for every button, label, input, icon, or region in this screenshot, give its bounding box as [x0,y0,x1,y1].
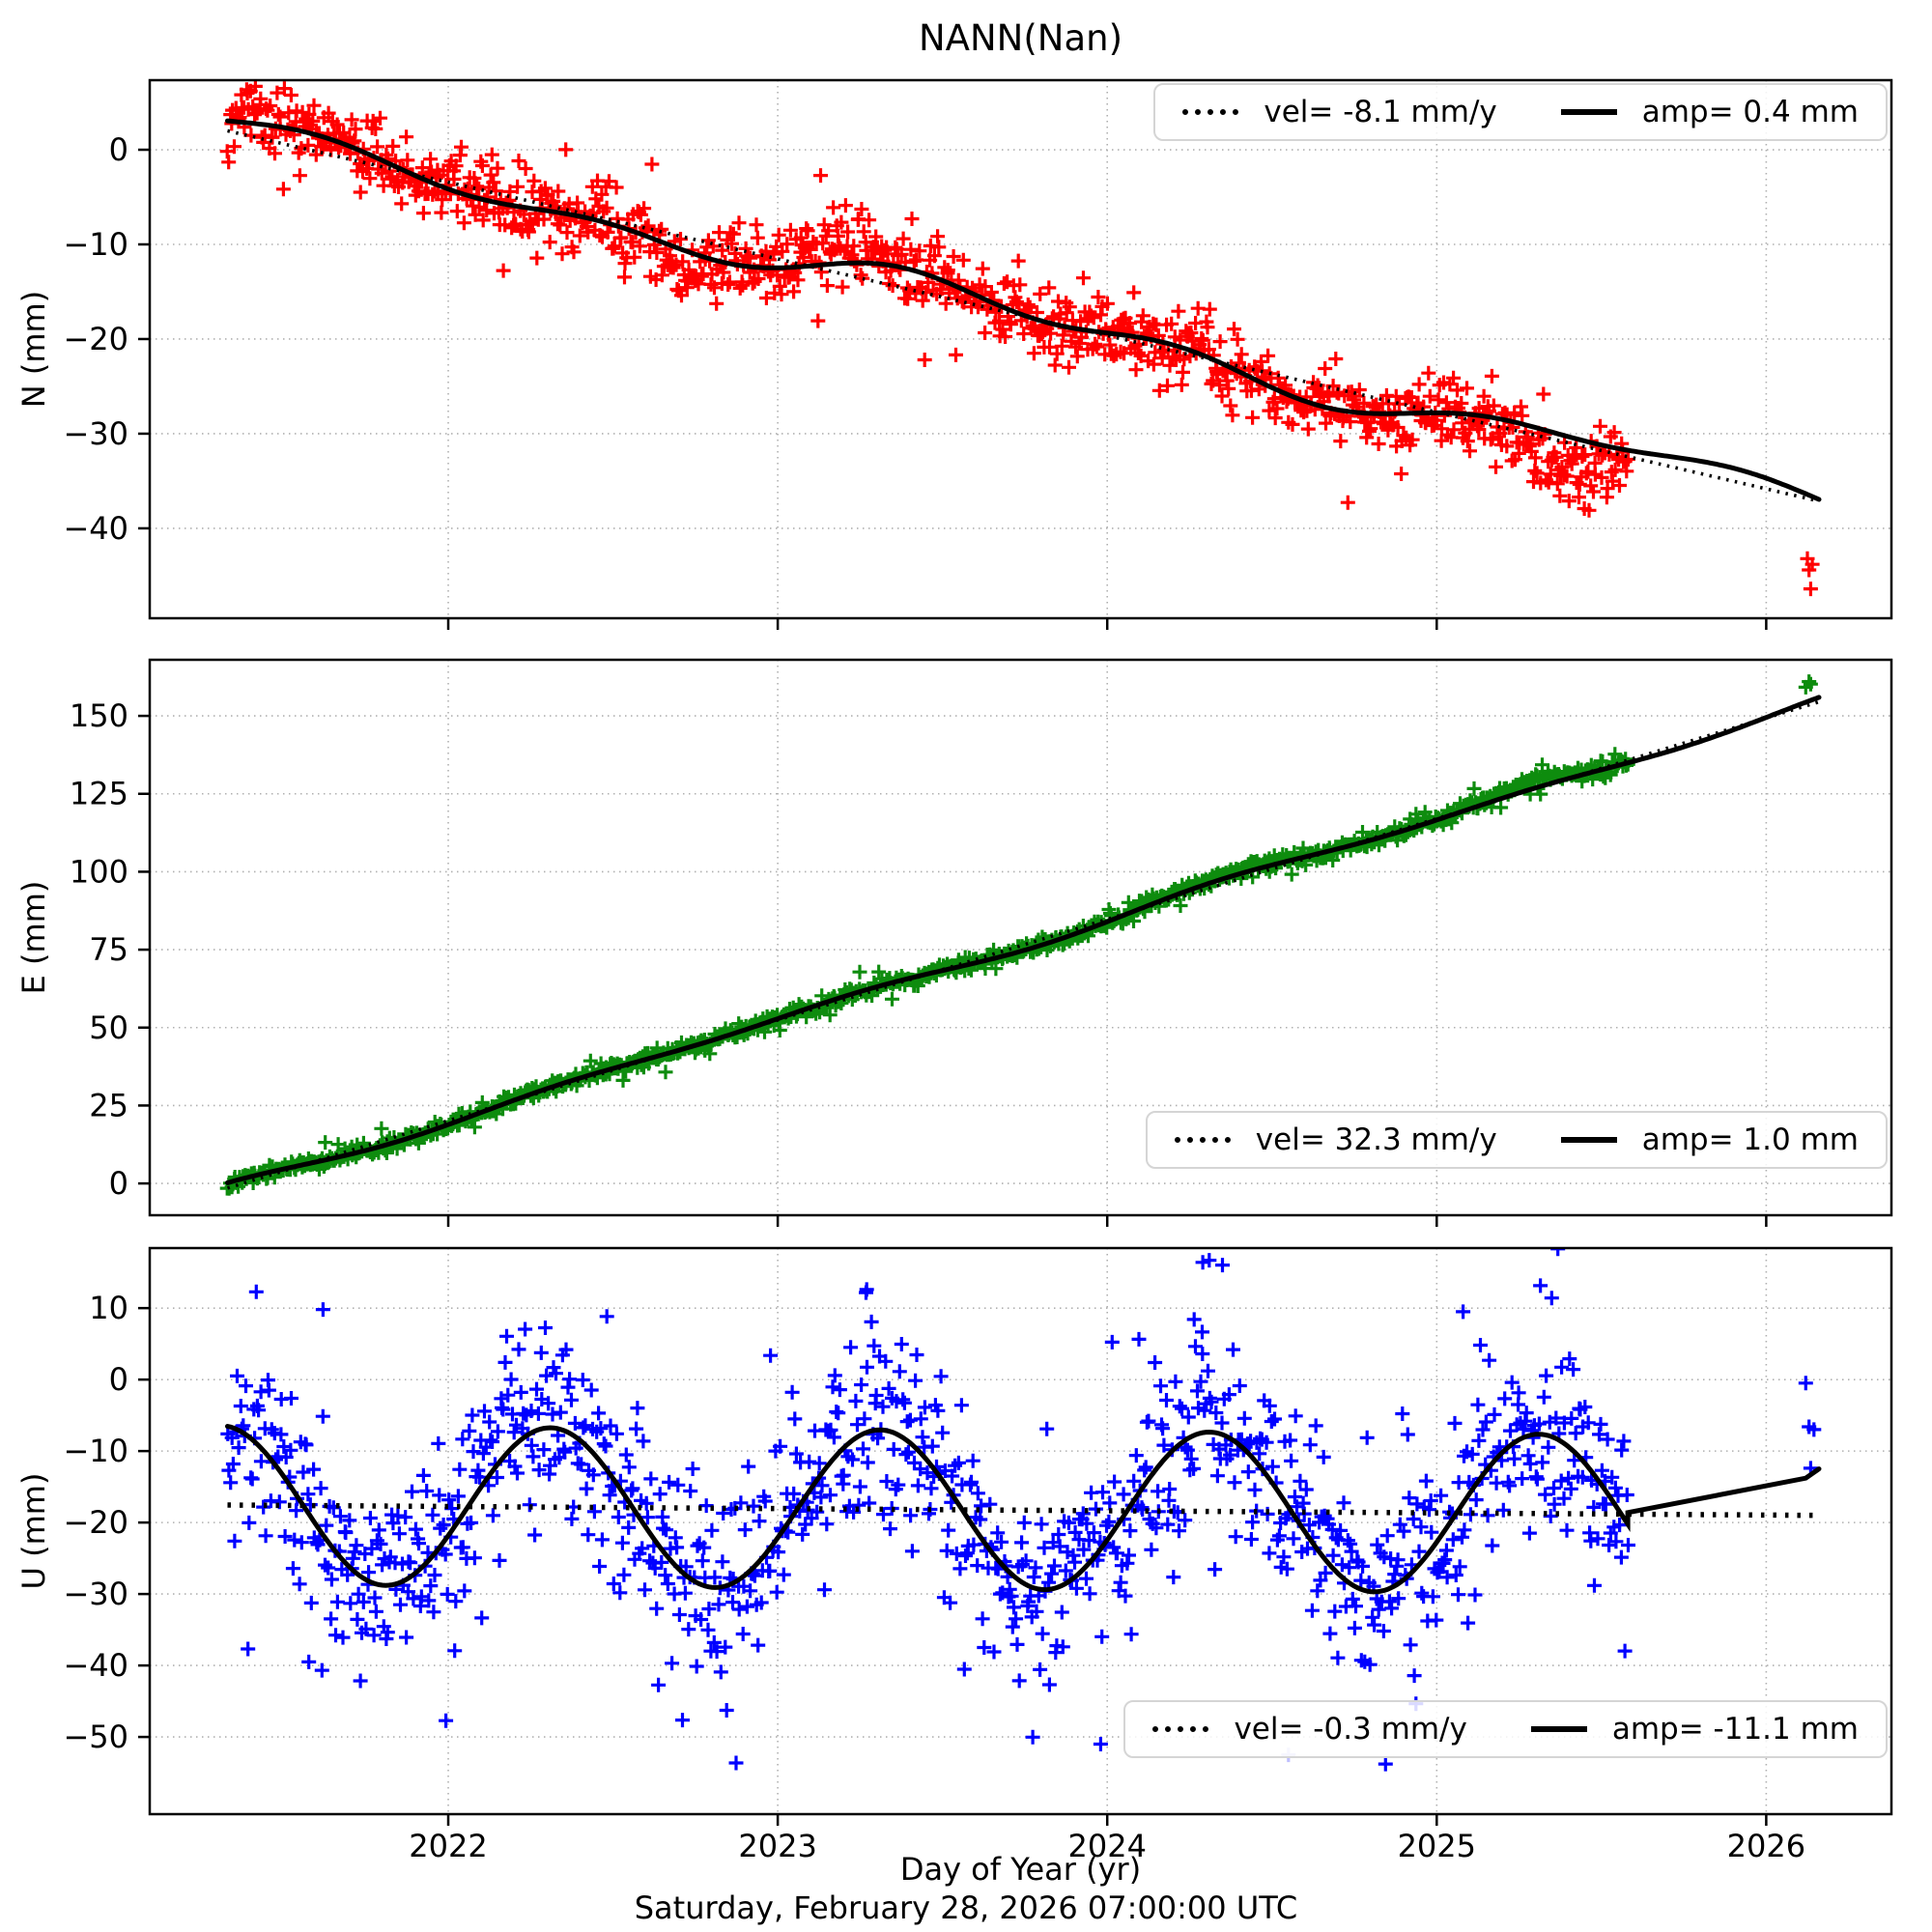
x-axis-label: Day of Year (yr) [899,1851,1142,1888]
plot-north: 0 −10 −20 −30 −40 N (mm) [15,78,1893,630]
y-tick-label: 0 [109,1165,128,1202]
x-tick-label: 2023 [738,1828,816,1864]
axes-border-up [148,1246,1893,1816]
fit-solid-line-east [225,695,1822,1185]
y-axis-label-east: E (mm) [15,881,52,995]
y-tick-label: −40 [63,1647,128,1684]
y-tick-label: −20 [63,1504,128,1541]
fit-solid-line-north [225,118,1822,502]
y-tick-label: 75 [89,931,128,968]
y-tick-label: 50 [89,1009,128,1046]
y-tick-label: 125 [70,776,128,812]
legend-label-velocity: vel= -0.3 mm/y [1234,1712,1467,1747]
dotted-line-sample-icon [1182,109,1239,115]
y-tick-label: 0 [109,1361,128,1398]
gridlines-north [150,80,1891,618]
tick-marks-up [138,1306,1768,1826]
x-tick-label: 2024 [1067,1828,1146,1864]
y-tick-label: 25 [89,1087,128,1123]
legend-label-amplitude: amp= -11.1 mm [1611,1712,1859,1747]
y-tick-label: −30 [63,415,128,452]
tick-marks-north [138,148,1768,630]
x-tick-labels: 2022 2023 2024 2025 2026 [409,1828,1805,1864]
solid-line-sample-icon [1560,109,1617,115]
y-tick-label: −10 [63,226,128,263]
legend-east: vel= 32.3 mm/y amp= 1.0 mm [1145,1111,1888,1169]
gridlines-up [150,1248,1891,1814]
legend-item-amplitude: amp= 1.0 mm [1560,1122,1859,1157]
legend-item-velocity: vel= 32.3 mm/y [1174,1122,1497,1157]
y-tick-label: −50 [63,1719,128,1755]
timestamp-caption: Saturday, February 28, 2026 07:00:00 UTC [634,1889,1298,1926]
scatter-points-up [220,1248,1822,1772]
y-tick-label: −40 [63,510,128,547]
y-axis-label-up: U (mm) [15,1473,52,1590]
axes-border-north [148,78,1893,620]
x-tick-label: 2025 [1398,1828,1476,1864]
y-tick-label: 10 [89,1290,128,1326]
tick-marks-east [138,714,1768,1227]
legend-label-velocity: vel= -8.1 mm/y [1264,95,1497,129]
y-tick-label: −20 [63,321,128,357]
plot-up: 10 0 −10 −20 −30 −40 −50 U (mm) [15,1246,1893,1826]
plot-east: 150 125 100 75 50 25 0 E (mm) [15,658,1893,1227]
y-tick-label: 0 [109,131,128,168]
y-axis-label-north: N (mm) [15,291,52,408]
y-tick-label: −10 [63,1433,128,1469]
page-title: NANN(Nan) [918,17,1122,59]
legend-label-amplitude: amp= 0.4 mm [1641,95,1859,129]
fit-solid-line-up [225,1424,1822,1595]
axes-border-east [148,658,1893,1217]
legend-item-velocity: vel= -8.1 mm/y [1182,95,1497,129]
y-tick-label: 150 [70,697,128,734]
scatter-points-north [219,80,1820,597]
legend-item-amplitude: amp= 0.4 mm [1560,95,1859,129]
dotted-line-sample-icon [1152,1726,1209,1732]
legend-item-velocity: vel= -0.3 mm/y [1152,1712,1467,1747]
solid-line-sample-icon [1530,1726,1587,1732]
legend-north: vel= -8.1 mm/y amp= 0.4 mm [1153,83,1888,141]
y-tick-label: 100 [70,853,128,890]
x-tick-label: 2022 [409,1828,487,1864]
y-tick-label: −30 [63,1576,128,1612]
solid-line-sample-icon [1560,1137,1617,1143]
x-tick-label: 2026 [1727,1828,1805,1864]
legend-label-amplitude: amp= 1.0 mm [1641,1122,1859,1157]
legend-up: vel= -0.3 mm/y amp= -11.1 mm [1123,1700,1888,1758]
legend-item-amplitude: amp= -11.1 mm [1530,1712,1859,1747]
legend-label-velocity: vel= 32.3 mm/y [1255,1122,1497,1157]
dotted-line-sample-icon [1174,1137,1231,1143]
